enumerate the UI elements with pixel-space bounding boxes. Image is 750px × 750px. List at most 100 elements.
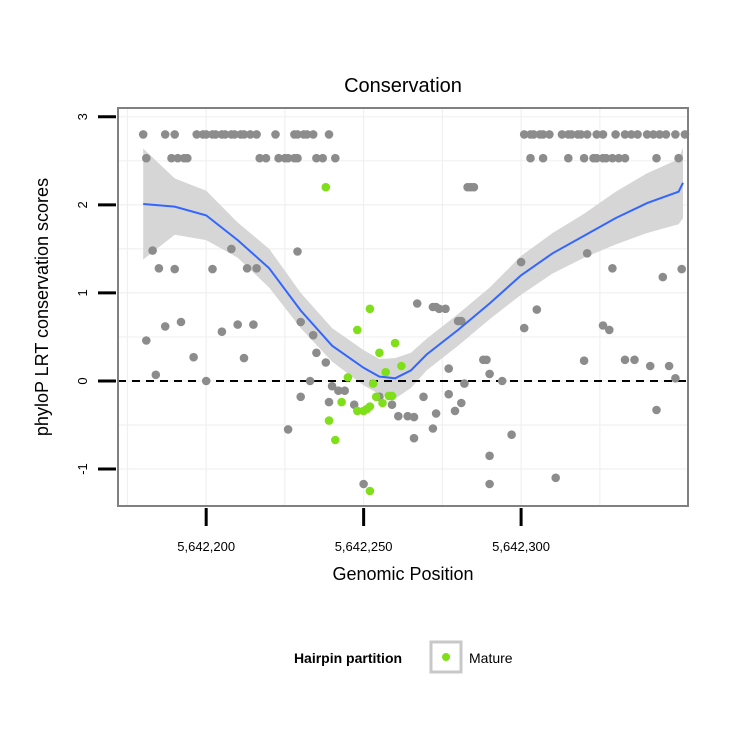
plot-panel (118, 108, 688, 506)
point-other (608, 264, 617, 273)
point-mature (397, 361, 406, 371)
point-other (652, 153, 661, 163)
point-other (645, 361, 655, 371)
point-other (170, 264, 179, 274)
point-other (579, 356, 589, 366)
point-mature (378, 398, 387, 408)
smooth-curve (143, 182, 684, 380)
point-other (261, 153, 271, 163)
legend-label-mature: Mature (469, 650, 513, 666)
point-other (271, 130, 280, 139)
point-other (431, 409, 441, 418)
point-other (620, 355, 630, 365)
y-tick-label: -1 (75, 463, 90, 475)
point-other (252, 130, 261, 139)
point-other (312, 153, 321, 163)
point-other (148, 246, 157, 255)
point-other (664, 361, 674, 371)
point-other (633, 130, 642, 139)
point-other (538, 130, 548, 139)
point-other (434, 304, 444, 314)
point-mature (387, 391, 397, 401)
point-other (469, 182, 479, 192)
point-other (192, 130, 201, 139)
point-other (652, 405, 661, 415)
point-other (538, 153, 548, 163)
point-mature (337, 397, 346, 407)
legend-key-box (429, 640, 463, 674)
point-mature (390, 338, 400, 348)
point-other (302, 130, 312, 139)
point-other (170, 130, 179, 139)
point-other (201, 376, 211, 386)
point-other (576, 130, 586, 139)
point-other (409, 412, 419, 422)
panel-border (117, 107, 689, 507)
point-mature (353, 406, 362, 416)
y-axis: -1 0 1 2 3 (75, 113, 116, 475)
point-other (598, 321, 608, 330)
point-other (230, 130, 239, 139)
point-other (340, 386, 350, 396)
point-other (567, 130, 576, 139)
point-mature (324, 416, 334, 425)
y-tick-label: 3 (75, 113, 90, 120)
point-other (409, 433, 419, 443)
point-other (142, 336, 151, 345)
point-other (296, 317, 306, 327)
point-other (173, 153, 183, 163)
point-mature (381, 367, 391, 377)
x-tick-label: 5,642,300 (492, 539, 550, 554)
point-other (485, 369, 494, 379)
chart-title: Conservation (344, 75, 462, 97)
point-mature (343, 373, 353, 382)
legend-title: Hairpin partition (294, 650, 402, 666)
point-other (671, 374, 680, 383)
point-other (592, 130, 601, 139)
point-other (516, 257, 526, 267)
data-points (138, 130, 690, 496)
point-other (526, 153, 535, 163)
point-other (283, 153, 293, 163)
point-mature (365, 402, 375, 411)
x-axis-title: Genomic Position (332, 564, 473, 584)
point-other (671, 130, 680, 139)
point-mature (371, 392, 381, 402)
point-other (564, 153, 573, 163)
point-other (189, 352, 198, 362)
point-mature (321, 182, 331, 192)
point-other (582, 130, 592, 139)
point-other (444, 389, 454, 399)
point-other (220, 130, 230, 139)
point-other (183, 153, 192, 163)
point-other (160, 322, 170, 331)
point-other (601, 153, 611, 163)
point-other (201, 130, 211, 139)
point-other (557, 130, 567, 139)
point-other (579, 153, 589, 163)
point-other (620, 153, 630, 163)
point-other (419, 392, 428, 402)
point-mature (375, 348, 384, 358)
point-other (507, 430, 516, 440)
point-other (151, 370, 161, 380)
point-other (661, 130, 671, 139)
point-other (318, 153, 328, 163)
point-other (359, 479, 368, 489)
point-other (296, 392, 306, 402)
point-other (283, 425, 293, 434)
point-other (677, 264, 686, 274)
point-other (545, 130, 554, 139)
point-other (211, 130, 220, 139)
point-mature (368, 379, 378, 388)
point-other (293, 153, 302, 163)
point-other (138, 130, 148, 139)
point-other (233, 320, 242, 329)
point-other (412, 299, 422, 308)
point-other (324, 130, 334, 139)
point-other (293, 247, 302, 256)
point-other (331, 153, 340, 163)
point-other (154, 264, 164, 273)
legend: Hairpin partition Mature (294, 640, 513, 674)
